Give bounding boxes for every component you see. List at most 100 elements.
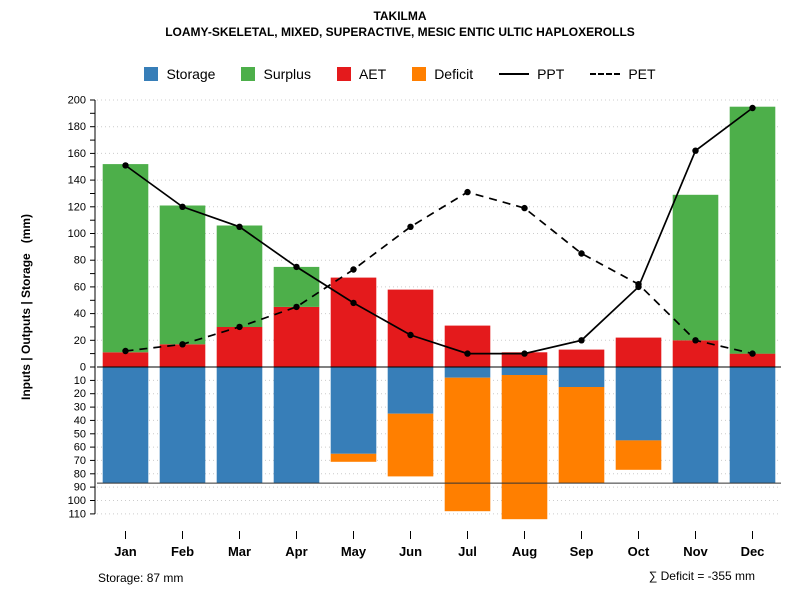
y-tick-label: 10 — [74, 375, 86, 387]
pet-point-nov — [692, 337, 699, 344]
y-tick-label: 100 — [68, 495, 86, 507]
y-tick-label: 100 — [68, 228, 86, 240]
y-tick-label: 80 — [74, 255, 86, 267]
bar-deficit-may — [330, 453, 377, 462]
x-tick-label-jan: Jan — [114, 544, 136, 559]
pet-point-may — [350, 266, 357, 273]
bar-aet-nov — [672, 340, 719, 367]
bar-storage-aug — [501, 367, 548, 375]
legend-item-pet: PET — [590, 66, 656, 82]
bar-storage-nov — [672, 367, 719, 484]
x-tick-label-oct: Oct — [628, 544, 650, 559]
ppt-point-nov — [692, 147, 699, 154]
bar-aet-mar — [216, 326, 263, 367]
y-tick-label: 200 — [68, 95, 86, 107]
bar-deficit-jul — [444, 377, 491, 512]
y-tick-label: 50 — [74, 428, 86, 440]
pet-point-aug — [521, 204, 528, 212]
x-tick-label-mar: Mar — [228, 544, 251, 559]
chart-subtitle: LOAMY-SKELETAL, MIXED, SUPERACTIVE, MESI… — [165, 25, 635, 39]
bar-deficit-jun — [387, 413, 434, 477]
aet-swatch — [336, 67, 351, 81]
bar-deficit-oct — [615, 440, 662, 470]
ppt-point-may — [350, 299, 357, 307]
ppt-point-aug — [521, 350, 528, 357]
legend-item-surplus: Surplus — [241, 66, 311, 82]
x-tick-label-may: May — [341, 544, 367, 559]
deficit-swatch — [412, 67, 427, 81]
y-tick-label: 160 — [68, 148, 86, 160]
pet-point-mar — [236, 323, 243, 331]
y-tick-label: 90 — [74, 482, 86, 494]
legend: Storage Surplus AET Deficit PPT PET — [0, 66, 800, 82]
legend-item-deficit: Deficit — [412, 66, 473, 82]
bar-storage-dec — [729, 367, 776, 484]
ppt-point-sep — [578, 337, 585, 344]
x-tick-label-sep: Sep — [570, 544, 594, 559]
bar-storage-mar — [216, 367, 263, 484]
bar-aet-may — [330, 277, 377, 367]
legend-item-aet: AET — [336, 66, 387, 82]
bar-surplus-jan — [102, 164, 149, 353]
pet-point-jun — [407, 223, 414, 230]
bar-aet-feb — [159, 344, 206, 367]
bar-storage-sep — [558, 367, 605, 387]
y-tick-label: 70 — [74, 455, 86, 467]
y-tick-label: 20 — [74, 335, 86, 347]
ppt-line-sample — [499, 73, 530, 75]
pet-point-dec — [749, 350, 756, 357]
legend-label: Storage — [166, 66, 216, 82]
x-tick-label-jul: Jul — [458, 544, 477, 559]
pet-point-apr — [293, 303, 300, 311]
storage-annotation: Storage: 87 mm — [98, 571, 184, 585]
bar-deficit-sep — [558, 387, 605, 484]
y-tick-label: 40 — [74, 308, 86, 320]
surplus-swatch — [241, 67, 256, 81]
bar-surplus-nov — [672, 194, 719, 341]
y-tick-label: 40 — [74, 415, 86, 427]
bar-storage-may — [330, 367, 377, 454]
x-tick-label-aug: Aug — [512, 544, 537, 559]
x-tick-label-nov: Nov — [683, 544, 708, 559]
ppt-point-apr — [293, 263, 300, 271]
ppt-point-oct — [635, 283, 642, 291]
x-tick-label-jun: Jun — [399, 544, 422, 559]
bar-aet-sep — [558, 349, 605, 367]
storage-swatch — [144, 67, 159, 81]
chart-title: TAKILMA — [373, 9, 427, 23]
ppt-point-dec — [749, 104, 756, 112]
ppt-point-jan — [122, 162, 129, 169]
bar-storage-feb — [159, 367, 206, 484]
legend-label: AET — [358, 66, 387, 82]
bar-aet-apr — [273, 306, 320, 367]
pet-point-jan — [122, 347, 129, 355]
legend-label: Surplus — [263, 66, 311, 82]
pet-line-sample — [590, 73, 621, 75]
bar-storage-oct — [615, 367, 662, 441]
y-tick-label: 110 — [68, 508, 86, 520]
y-axis-title: Inputs | Outputs | Storage (mm) — [19, 214, 33, 400]
y-tick-label: 60 — [74, 442, 86, 454]
pet-point-sep — [578, 250, 585, 257]
pet-line — [125, 191, 753, 355]
x-tick-label-feb: Feb — [171, 544, 194, 559]
y-tick-label: 30 — [74, 402, 86, 414]
bar-surplus-feb — [159, 205, 206, 345]
bar-storage-apr — [273, 367, 320, 484]
ppt-point-mar — [236, 223, 243, 230]
bar-surplus-apr — [273, 266, 320, 307]
bar-aet-aug — [501, 352, 548, 367]
y-tick-label: 80 — [74, 468, 86, 480]
bar-storage-jun — [387, 367, 434, 414]
legend-label: PET — [628, 66, 656, 82]
bar-storage-jul — [444, 367, 491, 378]
y-tick-label: 0 — [80, 362, 86, 374]
pet-point-feb — [179, 341, 186, 348]
y-tick-label: 120 — [68, 201, 86, 213]
x-tick-label-dec: Dec — [741, 544, 765, 559]
bar-aet-dec — [729, 353, 776, 367]
bar-deficit-aug — [501, 375, 548, 520]
bar-aet-jun — [387, 289, 434, 367]
